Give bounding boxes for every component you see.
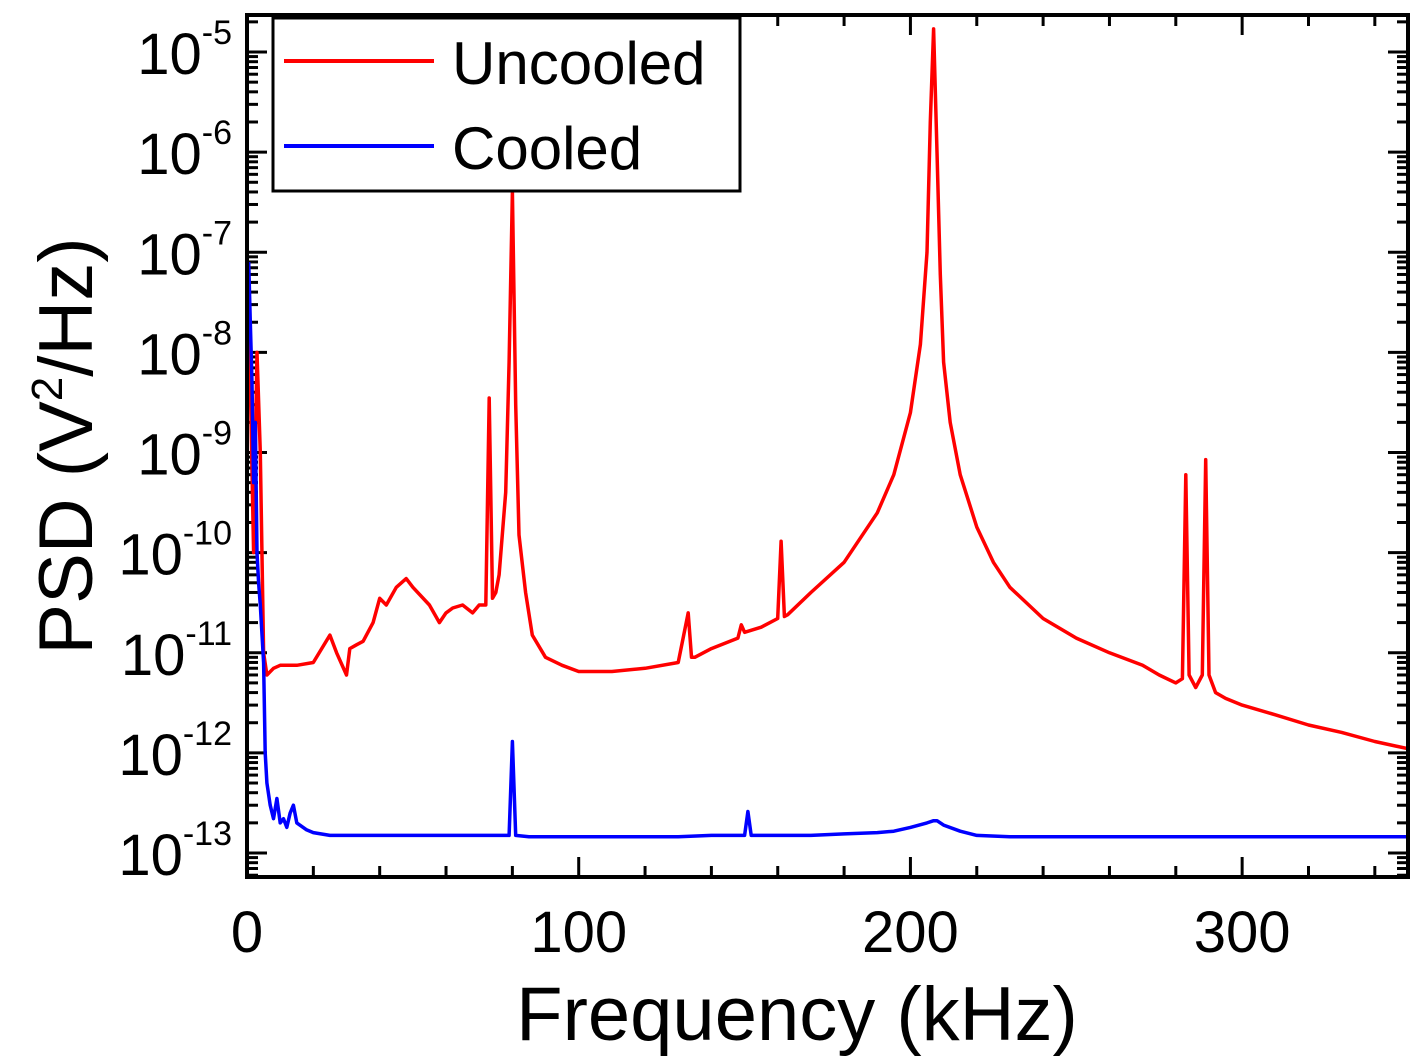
y-tick-label-base: 10 [137, 322, 202, 387]
tick-labels: 10-1310-1210-1110-1010-910-810-710-610-5… [118, 14, 1290, 965]
y-tick-label-exp: -8 [202, 314, 232, 352]
y-tick-label: 10-8 [137, 314, 232, 387]
series-line-cooled [246, 261, 1408, 839]
y-tick-label-base: 10 [118, 823, 183, 888]
y-tick-label-exp: -13 [183, 815, 232, 853]
y-tick-label: 10-7 [137, 214, 232, 287]
y-axis-label-sup: 2 [23, 377, 72, 401]
y-tick-label-exp: -11 [185, 615, 232, 653]
y-tick-label-exp: -6 [202, 114, 232, 152]
y-tick-label-base: 10 [121, 623, 186, 688]
y-tick-label-base: 10 [118, 723, 183, 788]
x-axis-label: Frequency (kHz) [516, 972, 1078, 1057]
y-tick-label-base: 10 [137, 222, 202, 287]
y-tick-label-exp: -9 [202, 415, 232, 453]
y-axis-label-main: PSD (V [24, 401, 109, 655]
y-tick-label: 10-13 [118, 815, 232, 888]
y-axis-label-tail: /Hz) [24, 237, 109, 376]
y-tick-label-exp: -7 [202, 214, 232, 252]
y-tick-label-base: 10 [118, 523, 183, 588]
y-tick-label: 10-11 [121, 615, 232, 688]
y-tick-label-exp: -5 [202, 14, 232, 52]
legend: Uncooled Cooled [271, 16, 742, 193]
y-tick-label-base: 10 [137, 122, 202, 187]
y-tick-label-exp: -12 [183, 715, 232, 753]
data-series [246, 27, 1409, 839]
x-tick-label: 100 [530, 900, 627, 965]
x-tick-label: 300 [1194, 900, 1291, 965]
x-tick-label: 0 [231, 900, 263, 965]
y-tick-label: 10-9 [137, 415, 232, 488]
y-tick-label-base: 10 [137, 423, 202, 488]
y-axis-label: PSD (V2/Hz) [23, 237, 109, 654]
y-axis-title: PSD (V2/Hz) [23, 237, 109, 654]
y-tick-label: 10-12 [118, 715, 232, 788]
x-tick-label: 200 [862, 900, 959, 965]
legend-box [271, 16, 742, 193]
y-tick-label-exp: -10 [183, 515, 232, 553]
x-axis-title: Frequency (kHz) [516, 972, 1078, 1057]
y-tick-label: 10-6 [137, 114, 232, 187]
legend-label-uncooled: Uncooled [452, 30, 706, 97]
y-tick-label: 10-5 [137, 14, 232, 87]
y-tick-label-base: 10 [137, 22, 202, 87]
series-line-uncooled [246, 27, 1409, 751]
legend-label-cooled: Cooled [452, 115, 642, 182]
y-tick-label: 10-10 [118, 515, 232, 588]
plot-frame [245, 13, 1410, 879]
